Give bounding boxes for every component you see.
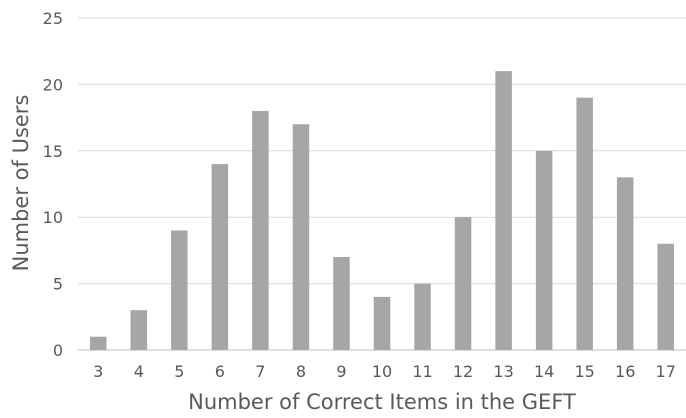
x-tick-label: 11: [412, 362, 432, 381]
bar: [495, 71, 512, 351]
y-tick-label: 5: [53, 275, 63, 294]
y-tick-label: 0: [53, 341, 63, 360]
x-tick-label: 14: [534, 362, 554, 381]
x-tick-label: 9: [336, 362, 346, 381]
x-tick-label: 10: [372, 362, 392, 381]
x-tick-label: 6: [215, 362, 225, 381]
bar: [576, 97, 593, 351]
x-axis-tick-labels: 3 4 5 6 7 8 9 10 11 12 13 14 15 16 17: [93, 362, 676, 381]
bar: [414, 283, 431, 350]
bars: [90, 71, 674, 351]
y-axis-title: Number of Users: [9, 95, 33, 272]
bar: [616, 177, 634, 350]
bar: [252, 110, 269, 351]
x-tick-label: 16: [615, 362, 635, 381]
x-tick-label: 4: [134, 362, 144, 381]
x-tick-label: 7: [255, 362, 265, 381]
x-tick-label: 5: [174, 362, 184, 381]
bar: [454, 217, 472, 350]
x-axis-title: Number of Correct Items in the GEFT: [188, 390, 576, 414]
x-tick-label: 12: [453, 362, 473, 381]
y-tick-label: 25: [43, 9, 63, 28]
y-tick-label: 15: [43, 142, 63, 161]
bar: [211, 164, 229, 350]
y-tick-label: 10: [43, 208, 63, 227]
x-tick-label: 15: [574, 362, 594, 381]
x-tick-label: 8: [296, 362, 306, 381]
bar: [90, 336, 107, 350]
y-tick-label: 20: [43, 75, 63, 94]
bar: [657, 243, 674, 350]
bar: [292, 124, 310, 351]
x-tick-label: 17: [656, 362, 676, 381]
x-tick-label: 3: [93, 362, 103, 381]
bar: [171, 230, 188, 350]
bar: [333, 257, 350, 350]
y-axis-tick-labels: 0 5 10 15 20 25: [43, 9, 63, 360]
bar: [130, 310, 148, 350]
x-tick-label: 13: [493, 362, 513, 381]
bar: [373, 296, 391, 350]
bar: [535, 150, 553, 350]
